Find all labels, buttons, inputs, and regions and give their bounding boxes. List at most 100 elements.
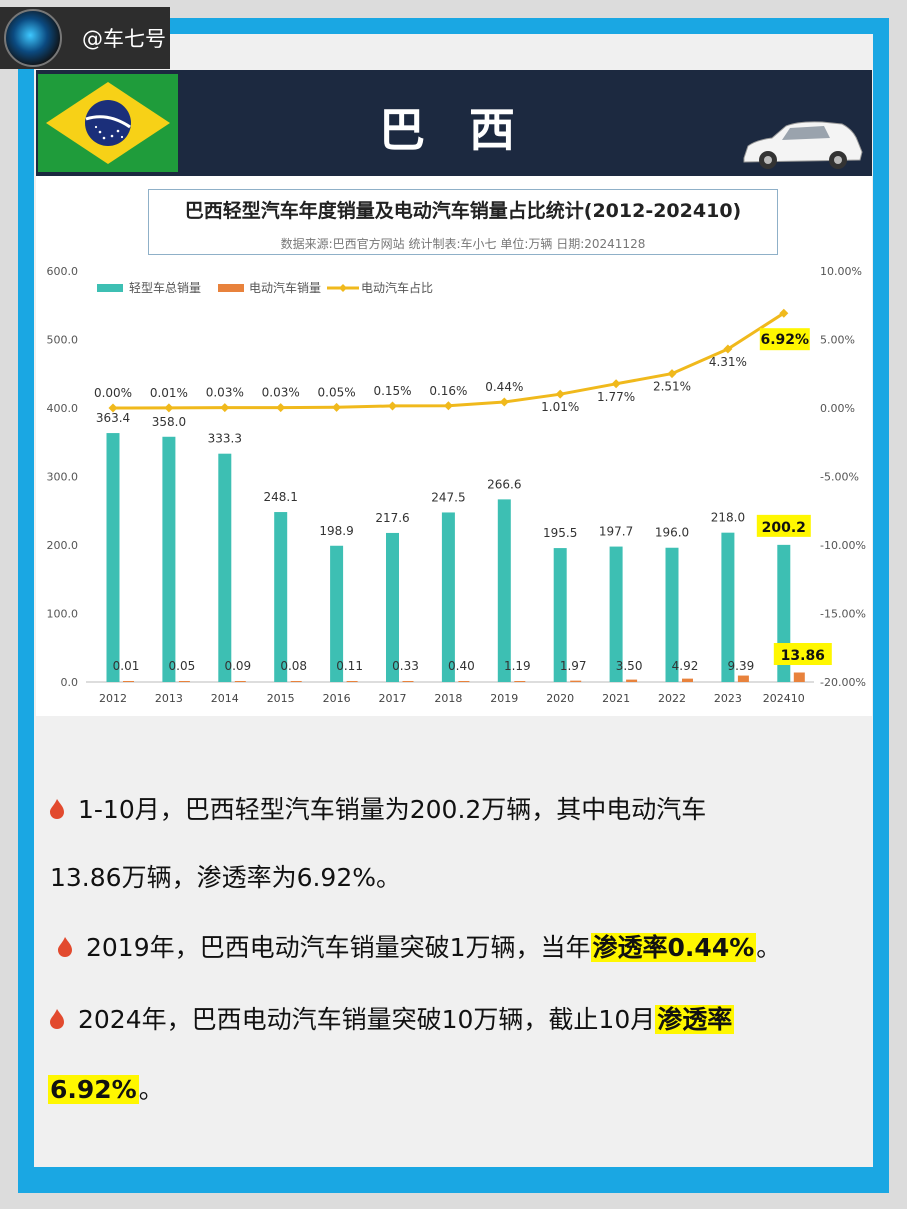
data-label-ev: 13.86 bbox=[781, 648, 825, 664]
account-name: @车七号 bbox=[82, 27, 166, 51]
y-left-tick-label: 0.0 bbox=[61, 676, 79, 689]
note-line-2: 2019年，巴西电动汽车销量突破1万辆，当年渗透率0.44%。 bbox=[56, 928, 781, 964]
y-right-tick-label: 0.00% bbox=[820, 402, 855, 415]
bar-ev-sales bbox=[793, 672, 805, 682]
data-label-share: 0.01% bbox=[150, 386, 188, 400]
x-tick-label: 2017 bbox=[379, 692, 407, 705]
data-label-share: 6.92% bbox=[761, 332, 810, 348]
bar-total-sales bbox=[330, 545, 344, 682]
bar-total-sales bbox=[721, 532, 735, 682]
data-label-share: 2.51% bbox=[653, 380, 691, 394]
data-label-total: 333.3 bbox=[208, 432, 242, 446]
fire-icon bbox=[50, 799, 64, 819]
data-label-ev: 0.01 bbox=[113, 659, 140, 673]
bar-total-sales bbox=[553, 548, 567, 682]
bar-ev-sales bbox=[626, 679, 638, 682]
line-point bbox=[108, 403, 118, 413]
legend-label-total: 轻型车总销量 bbox=[129, 280, 201, 295]
data-label-total: 198.9 bbox=[319, 524, 353, 538]
data-label-ev: 9.39 bbox=[728, 659, 755, 673]
data-label-share: 0.03% bbox=[206, 386, 244, 400]
header-banner: 巴 西 bbox=[36, 70, 872, 176]
x-tick-label: 2023 bbox=[714, 692, 742, 705]
legend-swatch-total bbox=[97, 284, 123, 292]
bar-ev-sales bbox=[123, 681, 134, 682]
data-label-total: 266.6 bbox=[487, 477, 521, 491]
data-label-highlight bbox=[756, 514, 811, 537]
y-left-tick-label: 400.0 bbox=[47, 402, 79, 415]
country-title: 巴 西 bbox=[378, 103, 529, 157]
chart-title: 巴西轻型汽车年度销量及电动汽车销量占比统计(2012-202410) bbox=[184, 200, 742, 222]
note-2-text: 2019年，巴西电动汽车销量突破1万辆，当年 bbox=[86, 933, 591, 962]
line-point bbox=[611, 379, 621, 389]
y-left-tick-label: 200.0 bbox=[47, 539, 79, 552]
x-tick-label: 2019 bbox=[490, 692, 518, 705]
data-label-total: 363.4 bbox=[96, 411, 130, 425]
data-label-share: 4.31% bbox=[709, 355, 747, 369]
line-point bbox=[667, 369, 677, 379]
data-label-ev: 3.50 bbox=[616, 659, 643, 673]
bar-total-sales bbox=[218, 453, 232, 682]
note-3-text: 2024年，巴西电动汽车销量突破10万辆，截止10月 bbox=[78, 1005, 656, 1034]
legend-label-share: 电动汽车占比 bbox=[361, 280, 433, 295]
bar-ev-sales bbox=[178, 681, 190, 682]
data-label-share: 0.16% bbox=[429, 384, 467, 398]
bar-ev-sales bbox=[234, 681, 246, 682]
data-label-ev: 0.08 bbox=[280, 659, 307, 673]
line-point bbox=[723, 344, 733, 354]
note-1-text: 1-10月，巴西轻型汽车销量为200.2万辆，其中电动汽车 bbox=[78, 795, 707, 824]
bar-ev-sales bbox=[514, 681, 526, 682]
bar-total-sales bbox=[274, 512, 288, 682]
line-point bbox=[220, 403, 230, 413]
note-4-end: 。 bbox=[138, 1075, 164, 1104]
data-label-ev: 0.09 bbox=[224, 659, 251, 673]
data-label-total: 248.1 bbox=[264, 490, 298, 504]
note-1-continued: 13.86万辆，渗透率为6.92%。 bbox=[50, 863, 401, 892]
bar-total-sales bbox=[609, 546, 623, 682]
data-label-total: 218.0 bbox=[711, 511, 745, 525]
line-point bbox=[443, 401, 453, 411]
y-right-tick-label: -20.00% bbox=[820, 676, 866, 689]
legend-label-ev: 电动汽车销量 bbox=[249, 280, 321, 295]
line-point bbox=[164, 403, 174, 413]
x-tick-label: 2022 bbox=[658, 692, 686, 705]
line-point bbox=[499, 397, 509, 407]
data-label-ev: 0.33 bbox=[392, 659, 419, 673]
x-tick-label: 2018 bbox=[434, 692, 462, 705]
bar-ev-sales bbox=[570, 680, 582, 682]
data-label-highlight bbox=[759, 328, 810, 351]
data-label-share: 0.15% bbox=[373, 384, 411, 398]
bar-total-sales bbox=[441, 512, 455, 682]
chart-title-box: 巴西轻型汽车年度销量及电动汽车销量占比统计(2012-202410) 数据来源:… bbox=[148, 189, 778, 255]
bar-total-sales bbox=[386, 532, 399, 682]
legend-marker-share bbox=[339, 284, 347, 292]
note-4-highlight: 6.92% bbox=[48, 1075, 139, 1104]
bar-ev-sales bbox=[402, 681, 414, 682]
y-right-tick-label: 10.00% bbox=[820, 265, 862, 278]
data-label-total: 358.0 bbox=[152, 415, 186, 429]
note-3-highlight: 渗透率 bbox=[655, 1005, 735, 1034]
bar-total-sales bbox=[665, 547, 679, 682]
y-right-tick-label: -10.00% bbox=[820, 539, 866, 552]
bar-ev-sales bbox=[290, 681, 302, 682]
data-label-total: 200.2 bbox=[762, 520, 806, 536]
data-label-total: 217.6 bbox=[375, 511, 409, 525]
line-point bbox=[332, 402, 342, 412]
line-point bbox=[276, 403, 286, 413]
data-label-share: 0.03% bbox=[262, 386, 300, 400]
x-tick-label: 2021 bbox=[602, 692, 630, 705]
x-tick-label: 2020 bbox=[546, 692, 574, 705]
data-label-share: 1.77% bbox=[597, 390, 635, 404]
x-tick-label: 2014 bbox=[211, 692, 239, 705]
y-right-tick-label: 5.00% bbox=[820, 334, 855, 347]
sales-chart: 0.0 100.0 200.0 300.0 400.0 500.0 600.0 -20.00%… bbox=[47, 265, 866, 705]
notes-section: 1-10月，巴西轻型汽车销量为200.2万辆，其中电动汽车 13.86万辆，渗透… bbox=[36, 760, 872, 1160]
note-2-highlight: 渗透率0.44% bbox=[590, 933, 757, 962]
y-left-tick-label: 300.0 bbox=[47, 471, 79, 484]
bar-total-sales bbox=[162, 436, 176, 682]
note-line-1: 1-10月，巴西轻型汽车销量为200.2万辆，其中电动汽车 bbox=[48, 790, 706, 826]
data-label-share: 0.05% bbox=[318, 385, 356, 399]
line-point bbox=[388, 401, 397, 411]
y-left-tick-label: 600.0 bbox=[47, 265, 79, 278]
account-avatar bbox=[4, 9, 62, 67]
